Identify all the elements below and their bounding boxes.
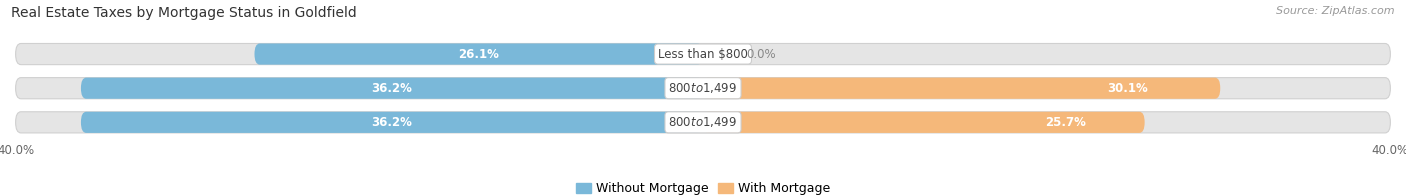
Text: 36.2%: 36.2% (371, 116, 412, 129)
FancyBboxPatch shape (703, 112, 1144, 133)
Text: 26.1%: 26.1% (458, 48, 499, 61)
FancyBboxPatch shape (82, 112, 703, 133)
Legend: Without Mortgage, With Mortgage: Without Mortgage, With Mortgage (571, 178, 835, 196)
Text: Less than $800: Less than $800 (658, 48, 748, 61)
FancyBboxPatch shape (703, 78, 1220, 99)
Text: Source: ZipAtlas.com: Source: ZipAtlas.com (1277, 6, 1395, 16)
Text: 25.7%: 25.7% (1045, 116, 1085, 129)
FancyBboxPatch shape (82, 78, 703, 99)
Text: 36.2%: 36.2% (371, 82, 412, 95)
FancyBboxPatch shape (15, 78, 1391, 99)
Text: Real Estate Taxes by Mortgage Status in Goldfield: Real Estate Taxes by Mortgage Status in … (11, 6, 357, 20)
Text: 0.0%: 0.0% (747, 48, 776, 61)
FancyBboxPatch shape (254, 44, 703, 65)
Text: $800 to $1,499: $800 to $1,499 (668, 81, 738, 95)
Text: $800 to $1,499: $800 to $1,499 (668, 115, 738, 129)
Text: 30.1%: 30.1% (1107, 82, 1147, 95)
FancyBboxPatch shape (15, 112, 1391, 133)
FancyBboxPatch shape (15, 44, 1391, 65)
